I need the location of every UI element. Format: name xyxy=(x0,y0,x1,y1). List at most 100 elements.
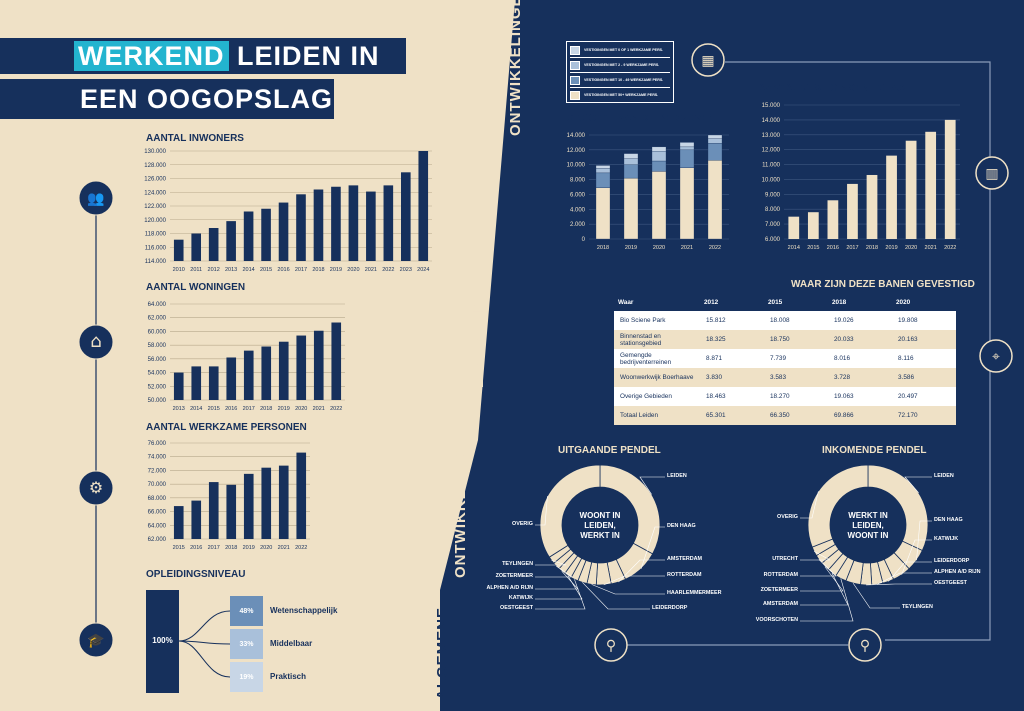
pendel-label: OVERIG xyxy=(777,514,798,520)
uitgaande-center: WOONT IN LEIDEN, WERKT IN xyxy=(560,511,640,541)
table-cell: 3.728 xyxy=(828,368,892,387)
bar-segment xyxy=(595,165,611,169)
x-tick-label: 2021 xyxy=(365,267,377,273)
x-tick-label: 2015 xyxy=(208,406,220,412)
vertical-right-part2: ONTWIKKELINGEN xyxy=(507,0,524,136)
y-tick-label: 62.000 xyxy=(148,316,167,322)
x-tick-label: 2024 xyxy=(417,267,429,273)
table-cell: 8.871 xyxy=(700,349,764,368)
bar xyxy=(886,155,897,239)
x-tick-label: 2014 xyxy=(788,245,800,251)
vertical-label-left-2: ONTWIKKELINGEN xyxy=(452,426,469,578)
bar xyxy=(944,119,956,239)
pendel-label: OESTGEEST xyxy=(934,580,967,586)
bar xyxy=(348,185,359,261)
table-cell: 18.463 xyxy=(700,387,764,406)
donut-hole xyxy=(562,487,638,563)
grootte-legend: VESTIGINGEN MET 0 OF 1 WERKZAME PERS. VE… xyxy=(566,41,674,103)
x-tick-label: 2017 xyxy=(846,245,858,251)
bar xyxy=(226,484,237,539)
legend-swatch xyxy=(570,90,580,100)
y-tick-label: 124.000 xyxy=(144,190,166,196)
pendel-label: ZOETERMEER xyxy=(760,587,798,593)
bar-segment xyxy=(707,134,723,139)
table-header: 2012 xyxy=(704,299,719,306)
leader-line xyxy=(904,476,932,494)
x-tick-label: 2022 xyxy=(944,245,956,251)
y-tick-label: 130.000 xyxy=(144,149,166,155)
legend-label: VESTIGINGEN MET 10 - 49 WERKZAME PERS. xyxy=(584,78,664,82)
bar-segment xyxy=(707,143,723,161)
legend-item: VESTIGINGEN MET 50+ WERKZAME PERS. xyxy=(570,88,670,102)
table-cell: Binnenstad en stationsgebied xyxy=(614,330,700,349)
x-tick-label: 2014 xyxy=(190,406,202,412)
opleiding-links xyxy=(178,610,231,678)
title-inwoners: AANTAL INWONERS xyxy=(146,133,244,144)
vertical-left-part2: ONTWIKKELINGEN xyxy=(452,425,469,578)
leader-line xyxy=(639,476,665,495)
table-row: Totaal Leiden 65.301 66.350 69.866 72.170 xyxy=(614,406,956,425)
chart-inwoners: 114.000 116.000 118.000 120.000 122.000 124.0… xyxy=(144,149,432,273)
table-cell: 8.016 xyxy=(828,349,892,368)
y-tick-label: 64.000 xyxy=(148,302,167,308)
chart-grootte: 0 2.000 4.000 6.000 8.000 10.000 12.000 14.000 2… xyxy=(567,133,729,251)
x-tick-label: 2020 xyxy=(260,545,272,551)
table-cell: 20.033 xyxy=(828,330,892,349)
table-row: Bio Sciene Park 15.812 18.008 19.026 19.808 xyxy=(614,311,956,330)
title-opleiding: OPLEIDINGSNIVEAU xyxy=(146,569,246,580)
table-cell: 19.026 xyxy=(828,311,892,330)
leader-line xyxy=(535,496,548,526)
bar xyxy=(261,208,271,261)
table-cell: 20.163 xyxy=(892,330,956,349)
y-tick-label: 7.000 xyxy=(765,222,781,228)
bar xyxy=(226,221,236,261)
table-cell: 18.750 xyxy=(764,330,828,349)
x-tick-label: 2015 xyxy=(260,267,272,273)
opleiding-segment: 19% xyxy=(230,662,263,692)
title-line-2-text: EEN OOGOPSLAG xyxy=(80,84,334,114)
table-cell: 69.866 xyxy=(828,406,892,425)
x-tick-label: 2012 xyxy=(208,267,220,273)
bar-segment xyxy=(707,160,723,240)
bar xyxy=(296,194,306,261)
house-icon: ⌂ xyxy=(90,331,101,352)
legend-item: VESTIGINGEN MET 2 - 9 WERKZAME PERS. xyxy=(570,58,670,73)
table-row: Gemengde bedrijventerreinen 8.871 7.739 8.0… xyxy=(614,349,956,368)
leader-line xyxy=(800,566,844,592)
title-woningen: AANTAL WONINGEN xyxy=(146,282,246,293)
bar-segment xyxy=(651,171,667,240)
bar xyxy=(925,131,937,239)
x-tick-label: 2023 xyxy=(400,267,412,273)
legend-label: VESTIGINGEN MET 2 - 9 WERKZAME PERS. xyxy=(584,63,660,67)
bar xyxy=(296,335,307,400)
y-tick-label: 62.000 xyxy=(148,537,167,543)
vertical-left-part1: ALGEMENE xyxy=(434,606,451,700)
x-tick-label: 2022 xyxy=(330,406,342,412)
y-tick-label: 118.000 xyxy=(145,232,167,238)
y-tick-label: 72.000 xyxy=(148,468,167,474)
y-tick-label: 74.000 xyxy=(148,455,167,461)
x-tick-label: 2022 xyxy=(709,245,721,251)
pendel-label: HAARLEMMERMEER xyxy=(667,590,722,596)
bar xyxy=(827,200,839,239)
y-tick-label: 52.000 xyxy=(148,384,167,390)
bar-segment xyxy=(679,146,695,151)
y-tick-label: 8.000 xyxy=(765,207,781,213)
people-icon: 👥 xyxy=(87,191,104,207)
leader-line xyxy=(901,539,932,575)
pendel-label: OESTGEEST xyxy=(500,605,533,611)
vertical-label-right: ECONOMISCHE xyxy=(470,264,487,388)
title-line-1: WERKEND LEIDEN IN xyxy=(0,38,406,74)
x-tick-label: 2020 xyxy=(347,267,359,273)
y-tick-label: 116.000 xyxy=(145,245,167,251)
pendel-label: DEN HAAG xyxy=(934,517,963,523)
x-tick-label: 2018 xyxy=(597,245,609,251)
table-row: Binnenstad en stationsgebied 18.325 18.750… xyxy=(614,330,956,349)
y-tick-label: 126.000 xyxy=(144,177,166,183)
x-tick-label: 2018 xyxy=(866,245,878,251)
frame-node xyxy=(975,156,1009,190)
y-tick-label: 6.000 xyxy=(570,192,586,198)
y-tick-label: 56.000 xyxy=(148,357,167,363)
table-cell: 3.830 xyxy=(700,368,764,387)
pendel-label: LEIDEN xyxy=(667,473,687,479)
